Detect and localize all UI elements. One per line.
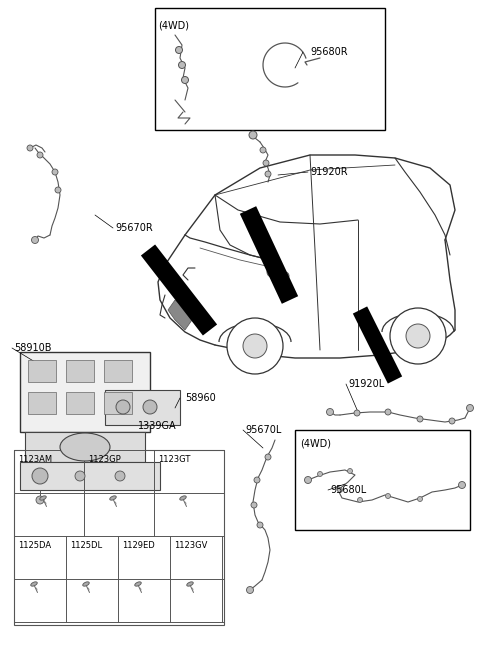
Text: (4WD): (4WD) bbox=[158, 20, 189, 30]
Circle shape bbox=[326, 408, 334, 415]
Circle shape bbox=[227, 318, 283, 374]
Text: 1123GP: 1123GP bbox=[88, 455, 121, 464]
Bar bbox=[28, 392, 56, 414]
Circle shape bbox=[385, 494, 391, 499]
Ellipse shape bbox=[40, 496, 46, 500]
Text: 95670R: 95670R bbox=[115, 223, 153, 233]
Bar bbox=[295, 430, 470, 530]
Circle shape bbox=[406, 324, 430, 348]
Circle shape bbox=[36, 496, 44, 504]
Text: 58910B: 58910B bbox=[14, 343, 51, 353]
Circle shape bbox=[37, 152, 43, 158]
Text: 1339GA: 1339GA bbox=[138, 421, 177, 431]
Circle shape bbox=[116, 400, 130, 414]
Ellipse shape bbox=[187, 582, 193, 586]
Ellipse shape bbox=[110, 496, 116, 500]
Polygon shape bbox=[240, 206, 298, 304]
Circle shape bbox=[181, 76, 189, 83]
Bar bbox=[66, 360, 94, 382]
Circle shape bbox=[265, 454, 271, 460]
Bar bbox=[66, 392, 94, 414]
Ellipse shape bbox=[180, 496, 186, 500]
Circle shape bbox=[32, 468, 48, 484]
Circle shape bbox=[143, 400, 157, 414]
Circle shape bbox=[243, 334, 267, 358]
Circle shape bbox=[179, 61, 185, 68]
Bar bbox=[20, 462, 160, 490]
Bar bbox=[104, 392, 132, 414]
Circle shape bbox=[467, 404, 473, 412]
Circle shape bbox=[304, 477, 312, 483]
Bar bbox=[14, 450, 224, 625]
Text: 95680L: 95680L bbox=[330, 485, 366, 495]
Circle shape bbox=[52, 169, 58, 175]
Ellipse shape bbox=[83, 582, 89, 586]
Circle shape bbox=[75, 471, 85, 481]
Circle shape bbox=[390, 308, 446, 364]
Circle shape bbox=[257, 522, 263, 528]
Circle shape bbox=[176, 47, 182, 54]
Circle shape bbox=[32, 236, 38, 244]
Bar bbox=[28, 360, 56, 382]
Polygon shape bbox=[168, 300, 192, 330]
Text: 1123GT: 1123GT bbox=[158, 455, 191, 464]
Circle shape bbox=[358, 497, 362, 503]
Text: 91920L: 91920L bbox=[348, 379, 384, 389]
Circle shape bbox=[55, 187, 61, 193]
Bar bbox=[25, 432, 145, 462]
Circle shape bbox=[27, 145, 33, 151]
Circle shape bbox=[449, 418, 455, 424]
Circle shape bbox=[354, 410, 360, 416]
Polygon shape bbox=[353, 306, 402, 384]
Circle shape bbox=[115, 471, 125, 481]
Circle shape bbox=[385, 409, 391, 415]
Polygon shape bbox=[141, 244, 217, 335]
Bar bbox=[155, 8, 385, 130]
Circle shape bbox=[260, 147, 266, 153]
Bar bbox=[105, 390, 180, 425]
Circle shape bbox=[317, 472, 323, 477]
Bar bbox=[104, 360, 132, 382]
Text: 95680R: 95680R bbox=[310, 47, 348, 57]
Text: 1123GV: 1123GV bbox=[174, 541, 207, 550]
Bar bbox=[20, 352, 150, 432]
Circle shape bbox=[348, 468, 352, 474]
Text: 95670L: 95670L bbox=[245, 425, 281, 435]
Circle shape bbox=[251, 502, 257, 508]
Circle shape bbox=[458, 481, 466, 488]
Text: 1129ED: 1129ED bbox=[122, 541, 155, 550]
Circle shape bbox=[265, 171, 271, 177]
Circle shape bbox=[267, 267, 277, 277]
Text: 58960: 58960 bbox=[185, 393, 216, 403]
Ellipse shape bbox=[60, 433, 110, 461]
Circle shape bbox=[249, 131, 257, 139]
Text: 1125DA: 1125DA bbox=[18, 541, 51, 550]
Circle shape bbox=[418, 497, 422, 501]
Ellipse shape bbox=[135, 582, 141, 586]
Ellipse shape bbox=[31, 582, 37, 586]
Circle shape bbox=[281, 272, 289, 280]
Circle shape bbox=[254, 477, 260, 483]
Text: (4WD): (4WD) bbox=[300, 438, 331, 448]
Text: 1123AM: 1123AM bbox=[18, 455, 52, 464]
Text: 1125DL: 1125DL bbox=[70, 541, 102, 550]
Circle shape bbox=[417, 416, 423, 422]
Circle shape bbox=[247, 587, 253, 594]
Circle shape bbox=[263, 160, 269, 166]
Circle shape bbox=[337, 488, 343, 492]
Text: 91920R: 91920R bbox=[310, 167, 348, 177]
